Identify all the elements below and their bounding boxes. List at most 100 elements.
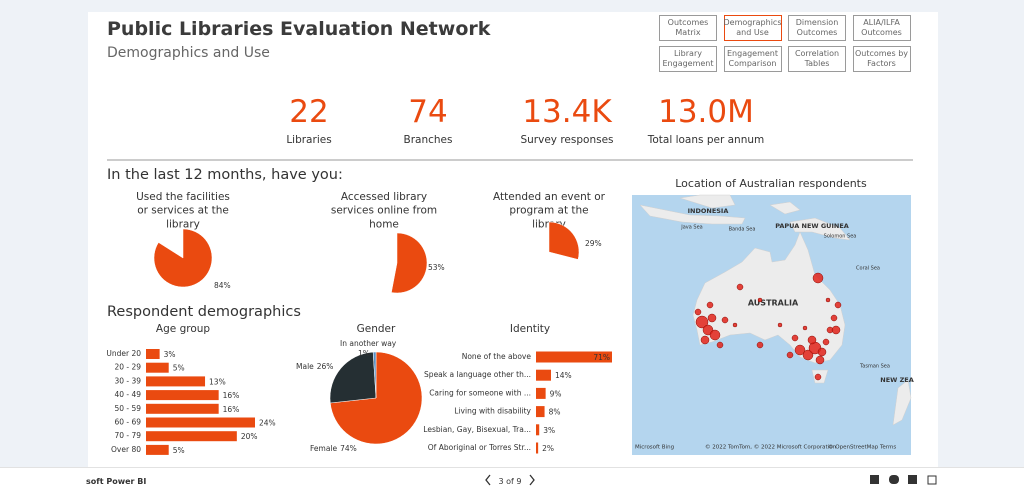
- kpi-label: Libraries: [286, 134, 332, 146]
- category-label: 20 - 29: [114, 363, 141, 372]
- map-label: Solomon Sea: [824, 234, 857, 240]
- map-title: Location of Australian respondents: [675, 177, 867, 190]
- data-label: 8%: [549, 408, 561, 417]
- map-dot: [706, 301, 714, 309]
- prev-page[interactable]: [485, 474, 491, 486]
- map-label: PAPUA NEW GUINEA: [775, 222, 849, 230]
- data-label: 20%: [241, 432, 258, 441]
- linkedin-icon[interactable]: [908, 475, 917, 484]
- bar: [146, 403, 219, 414]
- map-label: NEW ZEA: [880, 376, 914, 384]
- data-label: 16%: [223, 405, 240, 414]
- value-label: 1%: [358, 349, 370, 358]
- map-land: [789, 217, 851, 241]
- map-land: [679, 194, 736, 209]
- map-dot: [786, 351, 794, 359]
- map-attribution: Terms: [879, 445, 896, 451]
- data-label: 53%: [428, 263, 445, 272]
- category-label: In another way: [340, 339, 397, 348]
- kpi-label: Branches: [403, 134, 453, 146]
- category-label: Of Aboriginal or Torres Str...: [428, 443, 531, 452]
- map-dot: [834, 301, 842, 309]
- data-label: In another way 1%: [340, 339, 397, 358]
- value-label: 26%: [317, 362, 334, 371]
- nav-button[interactable]: Outcomes by Factors: [852, 46, 911, 72]
- map-attribution: © OpenStreetMap: [828, 444, 879, 451]
- nav-button[interactable]: Engagement Comparison: [723, 46, 782, 72]
- nav-button[interactable]: Correlation Tables: [788, 46, 846, 72]
- data-label: 3%: [164, 350, 176, 359]
- next-page[interactable]: [529, 474, 535, 486]
- map-label: INDONESIA: [688, 207, 729, 215]
- map-dot: [695, 315, 709, 329]
- map-land: [769, 201, 801, 215]
- kpi-value: 13.4K: [522, 94, 612, 130]
- nav-button[interactable]: ALIA/ILFA Outcomes: [852, 15, 911, 41]
- twitter-icon[interactable]: [889, 475, 899, 484]
- bar: [536, 442, 539, 454]
- map-label: AUSTRALIA: [748, 299, 799, 308]
- category-label: 40 - 49: [114, 390, 141, 399]
- subtitle: Demographics and Use: [107, 45, 270, 61]
- nav-button[interactable]: Outcomes Matrix: [659, 15, 717, 41]
- map-dot: [732, 322, 738, 328]
- bar: [536, 406, 545, 418]
- map-dot: [802, 349, 814, 361]
- map-dot: [812, 272, 824, 284]
- map-dot: [757, 297, 763, 303]
- pie-slice: [329, 351, 377, 404]
- map-dot: [700, 335, 710, 345]
- map-land: [639, 204, 746, 225]
- map-attribution: Microsoft Bing: [635, 445, 674, 451]
- bar: [536, 424, 540, 436]
- chart-title: Accessed library services online from home: [331, 191, 437, 230]
- map-label: Coral Sea: [856, 266, 880, 272]
- bar: [146, 417, 255, 428]
- category-label: 50 - 59: [114, 404, 141, 413]
- category-label: Under 20: [106, 349, 141, 358]
- charts: In the last 12 months, have you: Responde…: [106, 159, 914, 455]
- map-dot: [830, 314, 838, 322]
- map-dot: [807, 335, 817, 345]
- map-dot: [815, 355, 825, 365]
- map-dot: [791, 334, 799, 342]
- brand: soft Power BI: [86, 477, 147, 486]
- category-label: 70 - 79: [114, 431, 141, 440]
- title: Public Libraries Evaluation Network: [107, 18, 491, 40]
- bar: [536, 369, 551, 381]
- category-label: 60 - 69: [114, 418, 141, 427]
- facebook-icon[interactable]: [870, 475, 879, 484]
- bar: [146, 376, 206, 387]
- map-dot: [777, 322, 783, 328]
- category-label: Over 80: [111, 445, 141, 454]
- category-label: None of the above: [462, 352, 532, 361]
- pie-slice: [391, 232, 428, 294]
- kpi-value: 74: [408, 94, 448, 130]
- nav-button[interactable]: Demographics and Use: [723, 15, 782, 41]
- map-dot: [709, 329, 721, 341]
- map-dot: [802, 325, 808, 331]
- map-label: Java Sea: [680, 225, 702, 231]
- bar: [146, 444, 169, 455]
- map-dot: [814, 373, 822, 381]
- data-label: 14%: [555, 371, 572, 380]
- data-label: 71%: [593, 353, 610, 362]
- data-label: 5%: [173, 364, 185, 373]
- nav-button[interactable]: Dimension Outcomes: [788, 15, 846, 41]
- data-label: 29%: [585, 239, 602, 248]
- share-icon[interactable]: [927, 475, 937, 485]
- section-title: In the last 12 months, have you:: [107, 167, 343, 183]
- kpi-label: Total loans per annum: [647, 134, 765, 146]
- chart-title: Gender: [357, 323, 396, 335]
- footer-icons: [485, 474, 937, 486]
- bar: [536, 387, 546, 399]
- nav-button[interactable]: Library Engagement: [659, 46, 717, 72]
- kpi-label: Survey responses: [520, 134, 614, 146]
- bar: [146, 362, 169, 373]
- map-dot: [707, 313, 717, 323]
- data-label: 13%: [209, 377, 226, 386]
- chart-title: Age group: [156, 323, 210, 335]
- map-dot: [721, 316, 729, 324]
- chart-title: Used the facilities or services at the lib…: [136, 191, 230, 230]
